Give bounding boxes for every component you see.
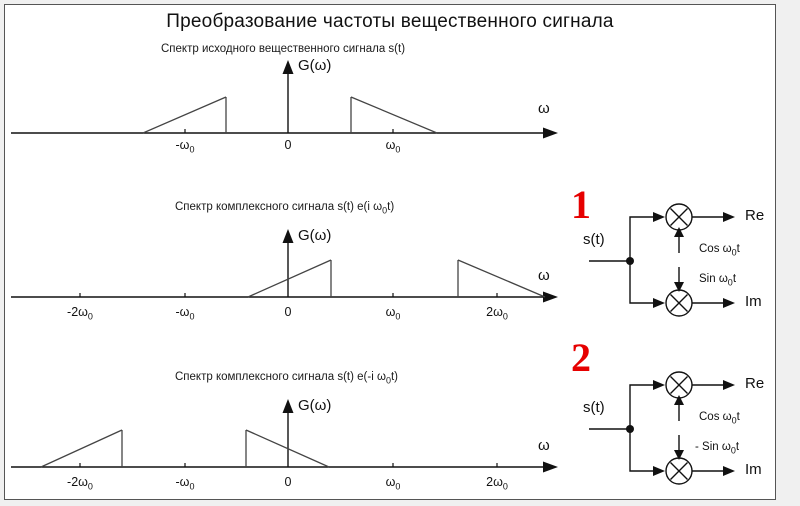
plot-2-tick-label-0: -2ω0 bbox=[67, 305, 93, 322]
diagram-2-bottom-branch bbox=[629, 429, 653, 472]
diagram-1-bottom-branch bbox=[629, 261, 653, 304]
diagram-2-re-output-arrow bbox=[723, 380, 735, 390]
plot-3-x-axis bbox=[11, 461, 558, 473]
diagram-2-top-branch bbox=[629, 384, 653, 429]
plot-2-lobe-center bbox=[247, 259, 332, 298]
diagram-2-re-label: Re bbox=[745, 375, 765, 392]
diagram-1-sin-carrier-arrow bbox=[674, 282, 684, 292]
plot-2-ticks bbox=[79, 293, 498, 297]
plot-2-x-axis-label: ω bbox=[538, 267, 550, 284]
plot-1-x-axis-label: ω bbox=[538, 100, 550, 117]
diagram-1-bottom-multiplier-icon bbox=[665, 289, 693, 317]
diagram-1-top-multiplier-icon bbox=[665, 203, 693, 231]
diagram-1-re-label: Re bbox=[745, 207, 765, 224]
plot-2-tick-label-1: -ω0 bbox=[175, 305, 195, 322]
plot-2-chart bbox=[5, 227, 575, 312]
diagram-1-re-output-arrow bbox=[723, 212, 735, 222]
plot-1-tick-label-0: -ω0 bbox=[175, 138, 195, 155]
diagram-2-sin-label: - Sin ω0t bbox=[695, 441, 740, 456]
plot-3-caption: Спектр комплексного сигнала s(t) e(-i ω0… bbox=[175, 371, 398, 386]
plot-2-y-axis bbox=[282, 229, 294, 297]
plot-1-y-axis bbox=[282, 60, 294, 133]
diagram-1-im-output-arrow bbox=[723, 298, 735, 308]
diagram-2-top-branch-arrow bbox=[653, 380, 665, 390]
diagram-2-sin-carrier-arrow bbox=[674, 450, 684, 460]
diagram-2-cos-carrier-arrow bbox=[674, 395, 684, 405]
plot-1-x-axis bbox=[11, 127, 558, 139]
diagram-1-top-branch bbox=[629, 216, 653, 261]
plot-1-tick-label-2: ω0 bbox=[385, 138, 401, 155]
plot-3-tick-label-2: 0 bbox=[284, 475, 292, 489]
plot-1-lobe-positive bbox=[350, 96, 438, 134]
diagram-2-top-multiplier-icon bbox=[665, 371, 693, 399]
slide-page: Преобразование частоты вещественного сиг… bbox=[4, 4, 776, 500]
diagram-2-number: 2 bbox=[571, 335, 591, 380]
plot-2-tick-label-4: 2ω0 bbox=[486, 305, 508, 322]
diagram-2-bottom-branch-arrow bbox=[653, 466, 665, 476]
plot-2-tick-label-2: 0 bbox=[284, 305, 292, 319]
diagram-1-number: 1 bbox=[571, 182, 591, 227]
diagram-1-cos-carrier-arrow bbox=[674, 227, 684, 237]
diagram-1-bottom-branch-arrow bbox=[653, 298, 665, 308]
plot-2-x-axis bbox=[11, 291, 558, 303]
diagram-1-cos-label: Cos ω0t bbox=[699, 243, 740, 258]
page-title: Преобразование частоты вещественного сиг… bbox=[166, 11, 614, 32]
plot-3-chart bbox=[5, 397, 575, 482]
plot-3-lobe-left bbox=[40, 429, 123, 468]
plot-2-tick-label-3: ω0 bbox=[385, 305, 401, 322]
plot-3-ticks bbox=[79, 463, 498, 467]
diagram-1-sin-label: Sin ω0t bbox=[699, 273, 737, 288]
plot-3-x-axis-label: ω bbox=[538, 437, 550, 454]
diagram-2-schematic bbox=[575, 363, 785, 485]
diagram-1-im-label: Im bbox=[745, 293, 762, 310]
plot-3-lobe-center bbox=[245, 429, 330, 468]
diagram-1-input-label: s(t) bbox=[583, 231, 605, 248]
plot-3-y-axis-label: G(ω) bbox=[298, 397, 332, 414]
plot-1-chart bbox=[5, 60, 575, 150]
plot-1-caption: Спектр исходного вещественного сигнала s… bbox=[161, 43, 406, 55]
plot-1-y-axis-label: G(ω) bbox=[298, 57, 332, 74]
diagram-1-top-branch-arrow bbox=[653, 212, 665, 222]
plot-2-lobe-right bbox=[457, 259, 546, 298]
plot-2-y-axis-label: G(ω) bbox=[298, 227, 332, 244]
plot-3-tick-label-1: -ω0 bbox=[175, 475, 195, 492]
plot-1-ticks bbox=[184, 129, 394, 133]
diagram-2-bottom-multiplier-icon bbox=[665, 457, 693, 485]
plot-3-tick-label-3: ω0 bbox=[385, 475, 401, 492]
plot-2-caption: Спектр комплексного сигнала s(t) e(i ω0t… bbox=[175, 201, 395, 216]
plot-1-lobe-negative bbox=[142, 96, 227, 134]
plot-3-y-axis bbox=[282, 399, 294, 467]
diagram-2-im-label: Im bbox=[745, 461, 762, 478]
plot-1-tick-label-1: 0 bbox=[284, 138, 292, 152]
plot-3-tick-label-4: 2ω0 bbox=[486, 475, 508, 492]
diagram-2-cos-label: Cos ω0t bbox=[699, 411, 740, 426]
diagram-2-im-output-arrow bbox=[723, 466, 735, 476]
diagram-2-input-label: s(t) bbox=[583, 399, 605, 416]
diagram-1-schematic bbox=[575, 195, 785, 317]
plot-3-tick-label-0: -2ω0 bbox=[67, 475, 93, 492]
